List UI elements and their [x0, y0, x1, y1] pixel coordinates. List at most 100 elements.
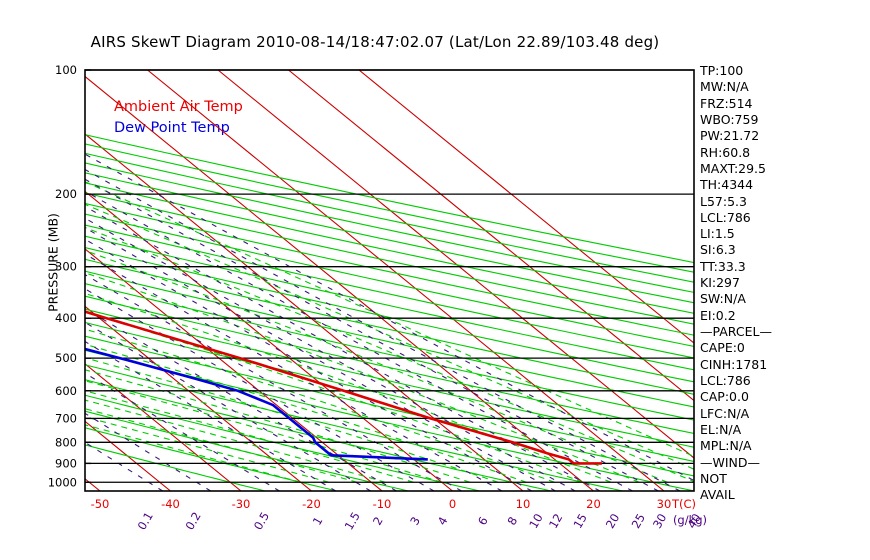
mixing-ratio-tick-20: 20: [603, 511, 622, 531]
mixing-ratio-tick-0.2: 0.2: [182, 510, 203, 533]
mixing-ratio-20: [85, 190, 633, 491]
moist-adiabat--12: [85, 408, 358, 483]
pressure-tick-800: 800: [55, 435, 77, 449]
page-title-text: AIRS SkewT Diagram 2010-08-14/18:47:02.0…: [90, 33, 660, 51]
mixing-ratio-tick-0.5: 0.5: [251, 510, 272, 533]
dry-adiabat-200: [85, 152, 694, 283]
isotherm-50: [288, 70, 694, 402]
stat-not: NOT: [700, 470, 727, 486]
moist-adiabat-32: [85, 249, 668, 483]
dry-adiabat-50: [85, 321, 694, 462]
dry-adiabat-170: [85, 182, 694, 314]
dry-adiabat-220: [85, 134, 694, 264]
pressure-tick-300: 300: [55, 260, 77, 274]
dry-adiabat-190: [85, 162, 694, 293]
stat-el: EL:N/A: [700, 421, 742, 437]
dry-adiabat-70: [85, 295, 694, 435]
legend-ambient-air-temp: Ambient Air Temp: [114, 99, 243, 115]
stat-ki: KI:297: [700, 275, 740, 291]
mixing-ratio-tick-15: 15: [570, 511, 589, 531]
isotherm-40: [217, 70, 694, 459]
moist-adiabat--16: [85, 416, 330, 483]
moist-adiabat-24: [85, 292, 612, 483]
moist-adiabat-0: [85, 380, 442, 483]
stat-pw: PW:21.72: [700, 128, 760, 144]
dry-adiabat-90: [85, 270, 694, 408]
bottom-temp-tick--40: -40: [161, 497, 180, 511]
dry-adiabat-40: [85, 335, 694, 477]
temperature-curve: [85, 310, 602, 465]
bottom-temp-unit: T(C): [671, 497, 696, 511]
mixing-ratio-8: [85, 238, 533, 491]
isotherm--20: [85, 305, 312, 491]
moist-adiabat--20: [85, 424, 301, 483]
dry-adiabat-150: [85, 202, 694, 336]
stat-frz: FRZ:514: [700, 95, 753, 111]
mixing-ratio-tick-40: 40: [684, 511, 703, 531]
stat-rh: RH:60.8: [700, 144, 751, 160]
mixing-ratio-tick-10: 10: [526, 511, 545, 531]
mixing-ratio-15: [85, 205, 601, 491]
dry-adiabat--10: [85, 410, 409, 491]
stat-l57: L57:5.3: [700, 193, 747, 209]
bottom-temp-tick--20: -20: [302, 497, 321, 511]
plot-frame: [84, 69, 695, 492]
stat-th: TH:4344: [700, 177, 754, 193]
mixing-ratio-30: [85, 168, 681, 491]
mixing-ratio-tick-4: 4: [435, 514, 451, 527]
mixing-ratio-tick-1: 1: [310, 514, 326, 527]
stat-avail: AVAIL: [700, 487, 735, 503]
stat-li: LI:1.5: [700, 226, 735, 242]
bottom-temp-tick-0: 0: [449, 497, 456, 511]
pressure-tick-500: 500: [55, 351, 77, 365]
mixing-ratio-tick-0.1: 0.1: [135, 510, 156, 533]
stat-tt: TT:33.3: [700, 258, 746, 274]
pressure-tick-900: 900: [55, 456, 77, 470]
dry-adiabat-100: [85, 258, 694, 395]
stat-sw: SW:N/A: [700, 291, 746, 307]
pressure-tick-200: 200: [55, 187, 77, 201]
mixing-ratio-0.5: [85, 372, 280, 491]
dry-adiabat--20: [85, 427, 337, 491]
dry-adiabat-20: [85, 364, 623, 491]
isotherm--30: [85, 363, 242, 491]
mixing-ratio-10: [85, 227, 556, 491]
dry-adiabat-130: [85, 224, 694, 359]
pressure-tick-400: 400: [55, 311, 77, 325]
moist-adiabat-44: [85, 181, 694, 458]
bottom-temp-tick--50: -50: [91, 497, 110, 511]
bottom-temp-tick--30: -30: [232, 497, 251, 511]
mixing-ratio-6: [85, 253, 503, 491]
dry-adiabat-140: [85, 213, 694, 347]
mixing-ratio-0.1: [85, 441, 163, 491]
dry-adiabat-120: [85, 235, 694, 371]
moist-adiabat-28: [85, 272, 640, 483]
bottom-temp-tick-10: 10: [516, 497, 531, 511]
isotherm--10: [85, 248, 383, 491]
dry-adiabat-80: [85, 283, 694, 421]
stat-si: SI:6.3: [700, 242, 736, 258]
mixing-ratio-tick-30: 30: [650, 511, 669, 531]
moist-adiabat--4: [85, 390, 414, 483]
bottom-temp-tick-20: 20: [586, 497, 601, 511]
bottom-temp-tick-30: 30: [657, 497, 672, 511]
dry-adiabat-60: [85, 308, 694, 448]
stat-wbo: WBO:759: [700, 111, 759, 127]
mixing-ratio-tick-12: 12: [546, 511, 565, 531]
mixing-ratio-1: [85, 340, 337, 491]
stat-lcl2: LCL:786: [700, 372, 751, 388]
dry-adiabat-160: [85, 192, 694, 325]
dry-adiabat-10: [85, 379, 552, 491]
stat-cinh: CINH:1781: [700, 356, 768, 372]
dry-adiabat-210: [85, 143, 694, 273]
dry-adiabat--30: [85, 444, 266, 491]
isotherm-20: [85, 75, 594, 491]
isotherm-30: [147, 70, 665, 491]
mixing-ratio-tick-1.5: 1.5: [342, 510, 363, 533]
moist-adiabat-12: [85, 343, 527, 483]
pressure-tick-100: 100: [55, 63, 77, 77]
mixing-ratio-25: [85, 178, 659, 491]
mixing-ratio-unit: (g/kg): [673, 513, 707, 527]
dry-adiabat-180: [85, 172, 694, 304]
